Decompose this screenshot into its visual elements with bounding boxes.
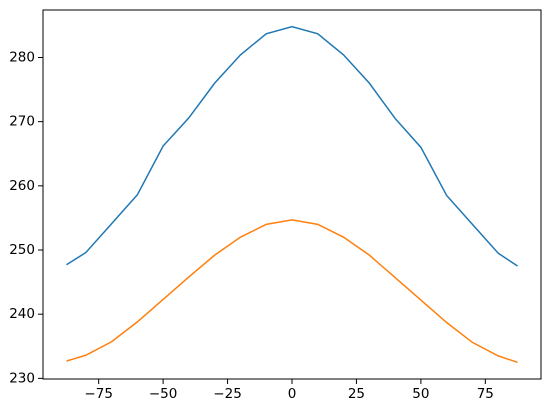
x-tick-label: −25 <box>213 386 242 402</box>
x-tick-label: 25 <box>348 386 365 402</box>
y-tick-label: 280 <box>9 49 35 65</box>
x-tick-label: −50 <box>149 386 178 402</box>
y-tick-label: 260 <box>9 178 35 194</box>
y-tick-label: 240 <box>9 306 35 322</box>
y-tick-label: 270 <box>9 114 35 130</box>
series-line <box>66 219 518 364</box>
x-tick-label: −75 <box>84 386 113 402</box>
y-tick-label: 230 <box>9 370 35 386</box>
series-line <box>66 25 518 267</box>
y-tick-label: 250 <box>9 242 35 258</box>
x-tick-label: 0 <box>288 386 297 402</box>
x-tick-label: 50 <box>412 386 429 402</box>
x-tick-label: 75 <box>477 386 494 402</box>
